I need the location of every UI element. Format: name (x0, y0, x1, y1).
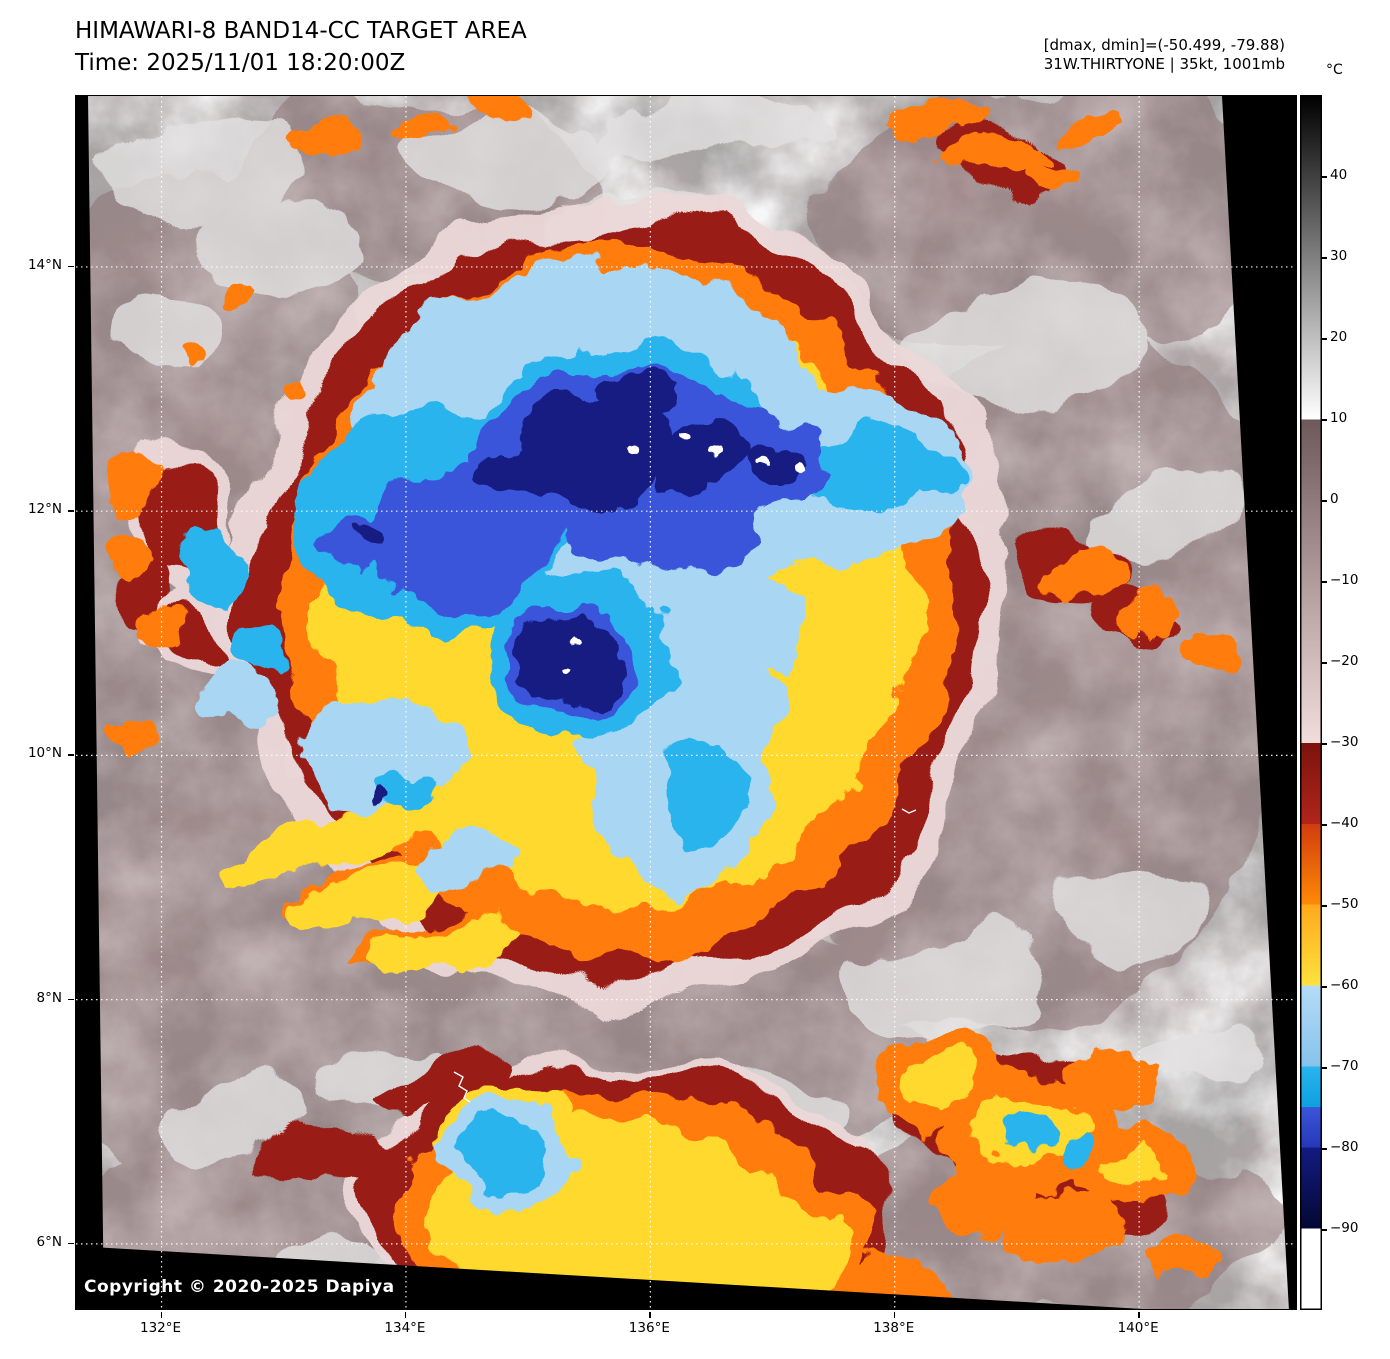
colorbar-tick-label: −20 (1330, 653, 1359, 669)
colorbar-tick-label: 30 (1330, 248, 1348, 264)
lat-tick-mark (68, 265, 74, 268)
colorbar-tick-mark (1322, 581, 1327, 583)
colorbar-tick-mark (1322, 905, 1327, 907)
colorbar-tick-label: −60 (1330, 977, 1359, 993)
colorbar (1300, 95, 1322, 1310)
lon-tick-mark (649, 1311, 651, 1318)
colorbar-tick-mark (1322, 419, 1327, 421)
colorbar-tick-mark (1322, 824, 1327, 826)
colorbar-tick-mark (1322, 1067, 1327, 1069)
colorbar-tick-label: 40 (1330, 167, 1348, 183)
no-data-region (76, 1246, 1143, 1309)
island-outline (901, 808, 917, 814)
graticule (76, 96, 1296, 1309)
colorbar-tick-mark (1322, 1229, 1327, 1231)
lon-tick-label: 140°E (1117, 1320, 1159, 1336)
no-data-region (76, 96, 104, 1309)
page-title: HIMAWARI-8 BAND14-CC TARGET AREA (75, 18, 527, 44)
storm-readout: 31W.THIRTYONE | 35kt, 1001mb (1043, 55, 1285, 73)
lon-tick-mark (404, 1311, 407, 1318)
copyright-watermark: Copyright © 2020-2025 Dapiya (84, 1277, 395, 1297)
colorbar-tick-label: −70 (1330, 1058, 1359, 1074)
timestamp: Time: 2025/11/01 18:20:00Z (75, 50, 406, 76)
cold-navy (345, 376, 809, 802)
colorbar-tick-mark (1322, 1148, 1327, 1150)
colorbar-tick-label: 20 (1330, 329, 1348, 345)
island-outline (453, 1071, 471, 1103)
colorbar-tick-mark (1322, 338, 1327, 340)
cloud-field (76, 96, 1296, 1309)
lon-tick-label: 136°E (628, 1320, 670, 1336)
lat-tick-mark (68, 754, 74, 756)
lat-tick-label: 12°N (27, 501, 62, 518)
colorbar-tick-label: 0 (1330, 491, 1339, 507)
lat-tick-label: 10°N (27, 745, 62, 762)
lon-tick-mark (1138, 1311, 1140, 1318)
lat-tick-mark (68, 998, 74, 1001)
colorbar-tick-label: −30 (1330, 734, 1359, 750)
overshoot-specks (564, 432, 803, 677)
lat-tick-label: 14°N (27, 256, 62, 273)
lat-tick-label: 6°N (36, 1233, 62, 1250)
satellite-image-plot: Copyright © 2020-2025 Dapiya (75, 95, 1297, 1310)
colorbar-tick-mark (1322, 176, 1327, 178)
colorbar-tick-mark (1322, 986, 1327, 988)
lon-tick-label: 132°E (140, 1320, 182, 1336)
coastlines (453, 808, 917, 1103)
lon-tick-label: 138°E (873, 1320, 915, 1336)
satellite-image (76, 96, 1296, 1309)
colorbar-tick-label: −40 (1330, 815, 1359, 831)
swath-edge-mask (76, 96, 1296, 1309)
colorbar-tick-mark (1322, 500, 1327, 502)
lat-tick-label: 8°N (36, 989, 62, 1006)
colorbar-tick-mark (1322, 257, 1327, 259)
colorbar-tick-mark (1322, 662, 1327, 664)
no-data-region (1222, 96, 1296, 1309)
colorbar-tick-label: −50 (1330, 896, 1359, 912)
dmax-dmin-readout: [dmax, dmin]=(-50.499, -79.88) (1043, 36, 1285, 54)
lon-tick-mark (160, 1311, 163, 1318)
readout-block: [dmax, dmin]=(-50.499, -79.88) 31W.THIRT… (1044, 36, 1285, 74)
colorbar-unit-label: °C (1326, 62, 1343, 78)
colorbar-tick-label: −10 (1330, 572, 1359, 588)
lon-tick-label: 134°E (384, 1320, 426, 1336)
colorbar-tick-label: −80 (1330, 1139, 1359, 1155)
lat-tick-mark (68, 510, 74, 512)
colorbar-tick-mark (1322, 743, 1327, 745)
lon-tick-mark (893, 1311, 896, 1318)
colorbar-tick-label: 10 (1330, 410, 1348, 426)
colorbar-tick-label: −90 (1330, 1220, 1359, 1236)
lat-tick-mark (68, 1242, 74, 1245)
